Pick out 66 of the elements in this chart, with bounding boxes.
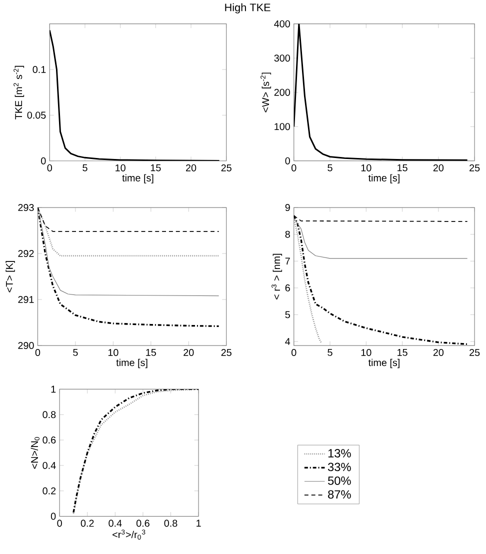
x-tick-label: 0.2 — [80, 520, 94, 527]
y-tick-label: 100 — [274, 123, 290, 130]
y-tick-label: 0 — [50, 512, 56, 520]
x-tick-label: 0.8 — [164, 520, 177, 527]
x-tick-label: 15 — [397, 164, 408, 172]
y-tick-label: 0.1 — [32, 66, 46, 74]
y-tick-label: 0 — [285, 157, 290, 164]
y-tick-label: 0.05 — [27, 112, 46, 119]
x-tick-label: 25 — [469, 349, 480, 356]
x-tick-label: 0.4 — [108, 520, 122, 527]
y-tick-label: 290 — [18, 342, 34, 350]
x-tick-label: 10 — [361, 164, 372, 172]
y-tick-label: 6 — [285, 284, 290, 292]
x-tick-label: 0 — [291, 349, 296, 356]
y-axis-title: TKE [m$^{2}$ s$^{-2}$] — [13, 66, 24, 120]
x-tick-label: 20 — [433, 164, 444, 172]
y-tick-label: 300 — [274, 54, 290, 62]
x-tick-label: 5 — [72, 349, 78, 356]
legend-label: 50% — [328, 476, 351, 485]
x-tick-label: 25 — [469, 164, 480, 172]
y-tick-label: 0.8 — [42, 411, 56, 418]
y-tick-label: 0.4 — [42, 462, 56, 469]
x-tick-label: 0.6 — [136, 520, 150, 527]
x-tick-label: 15 — [397, 349, 408, 356]
y-tick-label: 0.6 — [42, 436, 56, 444]
y-tick-label: 7 — [285, 258, 290, 265]
y-axis-title: <N>/N$_{0}$ — [30, 437, 40, 469]
x-tick-label: 1 — [196, 520, 201, 527]
x-tick-label: 5 — [327, 164, 332, 172]
y-tick-label: 1 — [51, 386, 56, 393]
y-tick-label: 0.2 — [42, 487, 56, 494]
x-tick-label: 20 — [433, 349, 444, 356]
x-tick-label: 10 — [115, 164, 126, 172]
y-tick-label: 400 — [274, 20, 290, 28]
x-axis-title: time [s] — [368, 174, 400, 184]
y-axis-title: <W> [s$^{-2}$] — [260, 72, 271, 112]
x-tick-label: 25 — [221, 349, 232, 356]
x-axis-title: time [s] — [122, 174, 154, 184]
x-axis-title: time [s] — [368, 358, 400, 368]
y-axis-title: < r$^{3}$ > [nm] — [271, 254, 282, 300]
y-tick-label: 9 — [285, 204, 290, 212]
y-tick-label: 291 — [18, 296, 34, 304]
chart-title: High TKE — [224, 3, 270, 14]
y-tick-label: 5 — [285, 311, 290, 318]
y-tick-label: 292 — [18, 250, 34, 258]
x-tick-label: 15 — [150, 164, 161, 172]
y-tick-label: 293 — [18, 204, 34, 212]
legend-label: 13% — [328, 449, 351, 458]
x-tick-label: 10 — [108, 349, 118, 356]
x-tick-label: 5 — [82, 164, 88, 172]
legend-label: 87% — [328, 490, 351, 499]
x-tick-label: 15 — [146, 349, 156, 356]
y-tick-label: 0 — [40, 157, 46, 164]
x-tick-label: 10 — [361, 349, 372, 356]
legend-label: 33% — [328, 462, 351, 472]
x-tick-label: 0 — [56, 520, 62, 527]
x-tick-label: 20 — [186, 164, 196, 172]
y-axis-title: <T> [K] — [5, 261, 15, 292]
x-tick-label: 0 — [291, 164, 296, 172]
x-tick-label: 25 — [221, 164, 232, 172]
x-tick-label: 5 — [327, 349, 332, 356]
y-tick-label: 8 — [285, 230, 290, 238]
x-axis-title: time [s] — [116, 358, 148, 368]
y-tick-label: 4 — [284, 338, 290, 345]
x-tick-label: 20 — [183, 349, 194, 356]
y-tick-label: 200 — [274, 88, 290, 96]
